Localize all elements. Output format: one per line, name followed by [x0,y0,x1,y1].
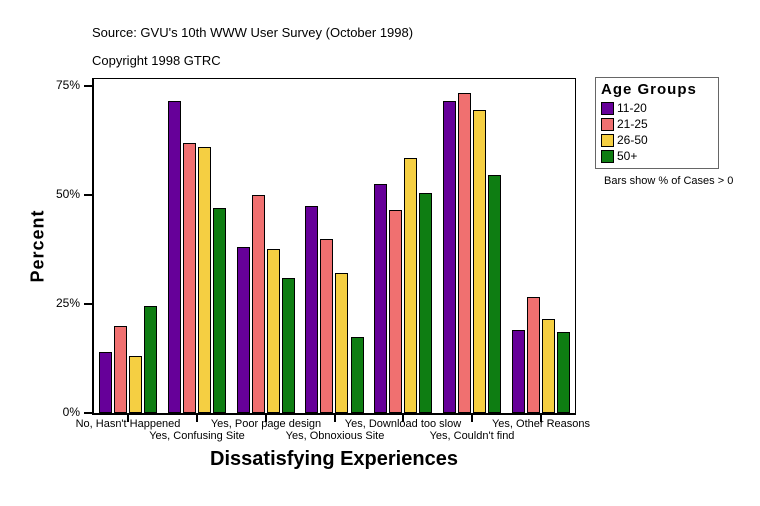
y-tick-50% [84,194,92,196]
bar-age11-20-cat2 [237,247,250,413]
y-tick-75% [84,85,92,87]
y-tick-label-75%: 75% [55,78,80,92]
source-text: Source: GVU's 10th WWW User Survey (Octo… [92,25,414,40]
x-tick-cat4 [402,415,404,422]
y-tick-0% [84,412,92,414]
bar-age26-50-cat4 [404,158,417,413]
plot-area [92,78,576,415]
bar-age50+-cat2 [282,278,295,413]
y-tick-label-50%: 50% [55,187,80,201]
bar-age26-50-cat0 [129,356,142,413]
bar-age50+-cat0 [144,306,157,413]
bar-age50+-cat3 [351,337,364,413]
x-cat-label-2: Yes, Poor page design [210,418,322,430]
bar-age50+-cat5 [488,175,501,413]
legend-title: Age Groups [601,81,697,98]
y-tick-25% [84,303,92,305]
bar-age26-50-cat1 [198,147,211,413]
y-tick-label-25%: 25% [55,296,80,310]
bar-age21-25-cat2 [252,195,265,413]
x-cat-label-4: Yes, Download too slow [344,418,462,430]
bar-age21-25-cat4 [389,210,402,413]
x-tick-cat1 [196,415,198,422]
bar-age26-50-cat3 [335,273,348,413]
bar-age11-20-cat1 [168,101,181,413]
legend-note: Bars show % of Cases > 0 [604,175,734,187]
x-tick-cat5 [471,415,473,422]
x-tick-cat0 [127,415,129,422]
legend-label-21-25: 21-25 [617,117,648,131]
bar-age11-20-cat3 [305,206,318,413]
legend-items: 11-20 21-25 26-50 50+ [601,100,713,164]
x-cat-label-0: No, Hasn't Happened [75,418,181,430]
legend-item-21-25: 21-25 [601,116,713,132]
x-tick-cat2 [265,415,267,422]
legend-box: Age Groups 11-20 21-25 26-50 50+ [595,77,719,169]
bar-age26-50-cat5 [473,110,486,413]
x-cat-label-1: Yes, Confusing Site [149,430,245,442]
bar-age11-20-cat5 [443,101,456,413]
y-tick-label-0%: 0% [62,405,80,419]
bar-age50+-cat4 [419,193,432,413]
bar-age11-20-cat4 [374,184,387,413]
legend-label-50+: 50+ [617,149,638,163]
y-axis-title: Percent [27,209,48,283]
legend-label-11-20: 11-20 [617,101,647,115]
legend-swatch-11-20 [601,101,614,115]
bar-age26-50-cat6 [542,319,555,413]
legend-item-11-20: 11-20 [601,100,713,116]
x-cat-label-5: Yes, Couldn't find [429,430,515,442]
legend-item-50+: 50+ [601,148,713,164]
bar-age50+-cat1 [213,208,226,413]
legend-swatch-50+ [601,149,614,163]
bar-age21-25-cat0 [114,326,127,413]
legend-swatch-26-50 [601,133,614,147]
x-axis-title: Dissatisfying Experiences [210,448,458,470]
bar-age21-25-cat3 [320,239,333,413]
x-tick-cat6 [540,415,542,422]
x-cat-label-3: Yes, Obnoxious Site [285,430,385,442]
bar-age11-20-cat0 [99,352,112,413]
bar-age21-25-cat1 [183,143,196,413]
bar-age26-50-cat2 [267,249,280,413]
copyright-text: Copyright 1998 GTRC [92,53,221,68]
legend-label-26-50: 26-50 [617,133,648,147]
bar-age21-25-cat5 [458,93,471,413]
bar-age50+-cat6 [557,332,570,413]
bar-age21-25-cat6 [527,297,540,413]
legend-swatch-21-25 [601,117,614,131]
legend-item-26-50: 26-50 [601,132,713,148]
bar-age11-20-cat6 [512,330,525,413]
x-tick-cat3 [334,415,336,422]
x-cat-label-6: Yes, Other Reasons [491,418,591,430]
